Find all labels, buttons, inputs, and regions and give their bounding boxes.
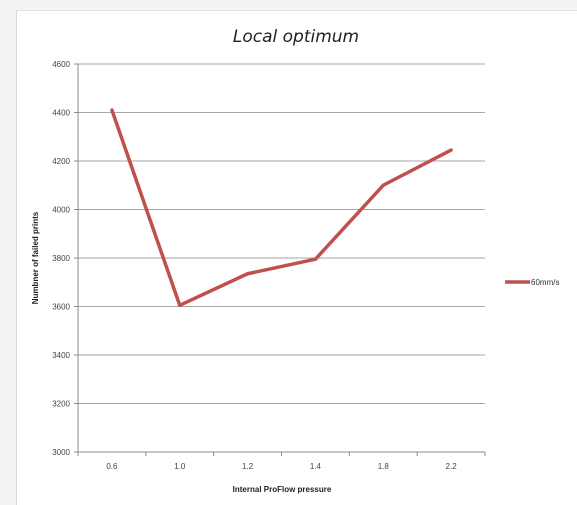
data-point (381, 183, 385, 187)
y-tick-label: 3400 (52, 351, 70, 360)
series-layer (110, 108, 453, 308)
y-tick-label: 3800 (52, 254, 70, 263)
gridlines (78, 63, 485, 404)
y-axis-title: Numbner of failed prints (31, 211, 40, 304)
series-line (110, 108, 453, 308)
data-point (449, 148, 453, 152)
x-tick-label: 0.6 (106, 462, 118, 471)
data-point (110, 108, 114, 112)
chart-title: Local optimum (233, 27, 359, 47)
y-tick-label: 4600 (52, 60, 70, 69)
y-tick-label: 4000 (52, 206, 70, 215)
data-point (178, 303, 182, 307)
x-axis-title: Internal ProFlow pressure (233, 485, 332, 494)
x-tick-label: 2.2 (446, 462, 458, 471)
y-tick-label: 3000 (52, 448, 70, 457)
y-tick-label: 4400 (52, 109, 70, 118)
y-tick-label: 4200 (52, 157, 70, 166)
data-point (246, 272, 250, 276)
x-tick-label: 1.8 (378, 462, 390, 471)
legend-label: 60mm/s (531, 278, 559, 287)
x-axis-ticks: 0.6 1.0 1.2 1.4 1.8 2.2 (77, 452, 486, 471)
x-tick-label: 1.0 (174, 462, 186, 471)
legend: 60mm/s (505, 278, 559, 287)
y-tick-label: 3600 (52, 303, 70, 312)
y-axis-ticks: 3000 3200 3400 3600 3800 4000 4200 4400 4600 (52, 60, 78, 457)
x-tick-label: 1.4 (310, 462, 322, 471)
y-tick-label: 3200 (52, 400, 70, 409)
x-tick-label: 1.2 (242, 462, 254, 471)
data-point (313, 257, 317, 261)
